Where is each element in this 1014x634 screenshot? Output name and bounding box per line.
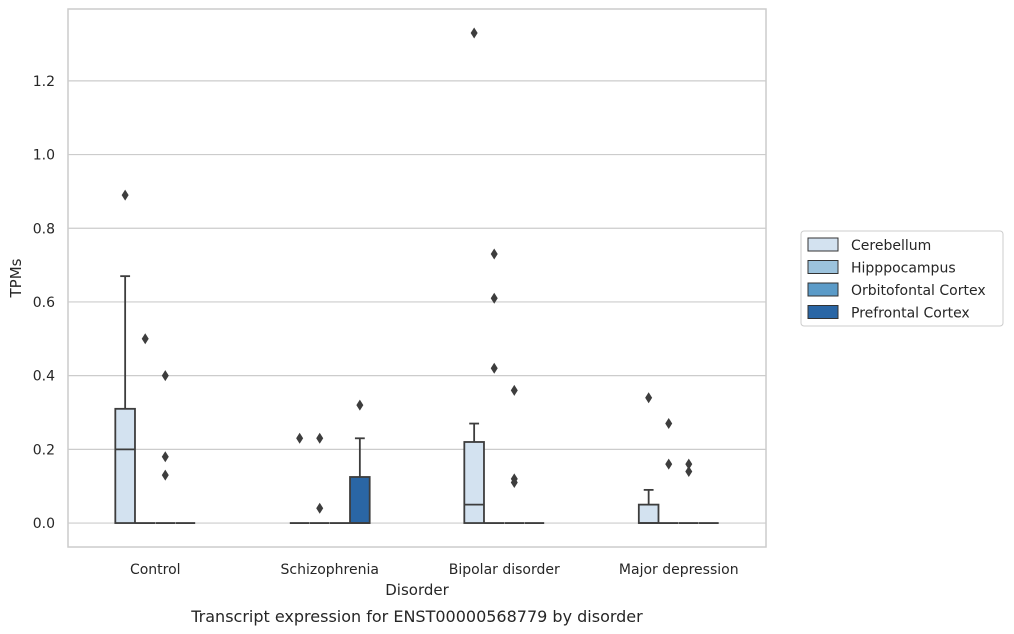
box-iqr (463, 441, 485, 524)
outlier-point (665, 418, 673, 430)
outlier-point (356, 399, 364, 411)
outlier-point (490, 362, 498, 374)
legend-item: Orbitofontal Cortex (807, 282, 986, 299)
x-tick-label: Major depression (619, 562, 739, 578)
outlier-point (510, 384, 518, 396)
y-tick-label: 0.0 (33, 516, 55, 532)
outlier-point (161, 469, 169, 481)
plot-frame (67, 8, 767, 548)
outlier-point (470, 27, 478, 39)
y-tick-label: 1.2 (33, 74, 55, 90)
outlier-point (510, 477, 518, 489)
y-axis-label: TPMs (7, 258, 25, 298)
box-iqr (114, 407, 136, 524)
box-cerebellum-3 (637, 488, 660, 524)
legend-box (800, 230, 1004, 327)
y-tick-label: 0.4 (33, 369, 55, 385)
y-tick-label: 1.0 (33, 148, 55, 164)
outlier-point (645, 392, 653, 404)
box-cerebellum-0 (114, 275, 136, 524)
outlier-point (665, 458, 673, 470)
outlier-point (685, 465, 693, 477)
x-axis-ticks: Control Schizophrenia Bipolar disorder Majo… (130, 562, 739, 578)
x-axis-label: Disorder (385, 581, 449, 599)
x-tick-label: Bipolar disorder (449, 562, 560, 578)
outlier-point (316, 502, 324, 514)
outlier-point (490, 248, 498, 260)
legend-item: Cerebellum (807, 237, 931, 254)
legend-label: Prefrontal Cortex (851, 306, 970, 322)
outlier-point (121, 189, 129, 201)
y-tick-label: 0.2 (33, 442, 55, 458)
outliers (121, 27, 693, 514)
legend-label: Orbitofontal Cortex (851, 283, 986, 299)
x-tick-label: Control (130, 562, 181, 578)
y-axis-ticks: 0.0 0.2 0.4 0.6 0.8 1.0 1.2 (33, 74, 55, 532)
legend-swatch (807, 237, 839, 252)
legend-swatch (807, 260, 839, 274)
box-iqr (349, 476, 371, 524)
grid-lines (68, 80, 766, 524)
boxes (114, 275, 719, 524)
x-tick-label: Schizophrenia (281, 562, 379, 578)
outlier-point (141, 333, 149, 345)
legend-item: Hipppocampus (807, 260, 956, 277)
legend-swatch (807, 282, 839, 297)
legend: Cerebellum Hipppocampus Orbitofontal Corte… (800, 230, 1004, 327)
box-iqr (637, 503, 660, 524)
outlier-point (161, 451, 169, 463)
outlier-point (685, 458, 693, 470)
y-tick-label: 0.6 (33, 295, 55, 311)
outlier-point (296, 432, 304, 444)
legend-label: Cerebellum (851, 238, 931, 254)
legend-item: Prefrontal Cortex (807, 305, 970, 322)
legend-items: Cerebellum Hipppocampus Orbitofontal Corte… (807, 237, 986, 322)
box-cerebellum-2 (463, 422, 485, 524)
outlier-point (490, 292, 498, 304)
y-tick-label: 0.8 (33, 221, 55, 237)
outlier-point (161, 370, 169, 382)
legend-swatch (807, 305, 839, 319)
legend-label: Hipppocampus (851, 261, 956, 277)
box-prefrontal-cortex-1 (349, 437, 371, 524)
chart-caption: Transcript expression for ENST0000056877… (190, 607, 643, 626)
outlier-point (316, 432, 324, 444)
